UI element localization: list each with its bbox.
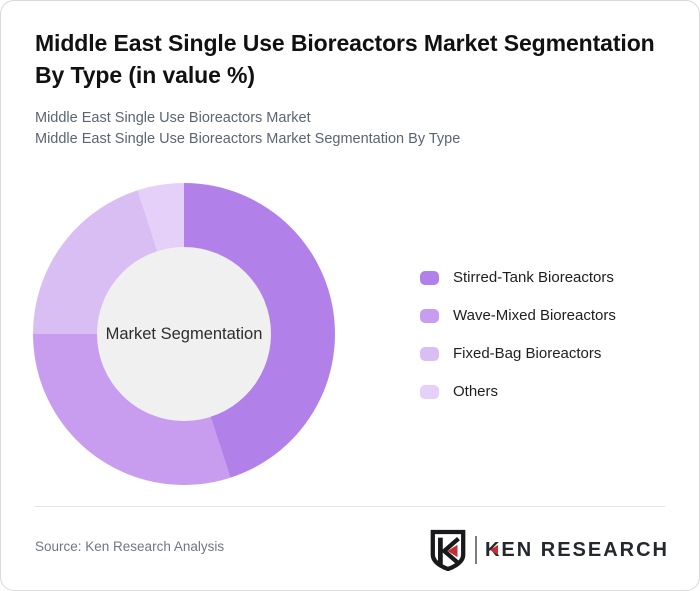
footer-divider bbox=[35, 506, 665, 507]
legend-swatch bbox=[420, 308, 439, 323]
legend-swatch bbox=[420, 270, 439, 285]
subtitle-line-1: Middle East Single Use Bioreactors Marke… bbox=[35, 110, 311, 127]
source-text: Source: Ken Research Analysis bbox=[35, 539, 225, 554]
legend-label: Wave-Mixed Bioreactors bbox=[453, 307, 616, 324]
legend-item: Wave-Mixed Bioreactors bbox=[420, 306, 616, 325]
donut-center-label: Market Segmentation bbox=[105, 324, 263, 343]
legend-item: Fixed-Bag Bioreactors bbox=[420, 344, 616, 363]
logo-separator bbox=[474, 536, 477, 564]
subtitle-block: Middle East Single Use Bioreactors Marke… bbox=[35, 108, 665, 150]
logo-wordmark: KEN RESEARCH bbox=[484, 538, 669, 561]
logo-wordmark-wrap: KEN RESEARCH bbox=[485, 539, 669, 562]
header: Middle East Single Use Bioreactors Marke… bbox=[1, 1, 699, 151]
k-red-triangle-icon bbox=[489, 545, 498, 555]
ken-research-shield-icon bbox=[430, 529, 466, 571]
subtitle-line-2: Middle East Single Use Bioreactors Marke… bbox=[35, 131, 461, 148]
ken-research-logo: KEN RESEARCH bbox=[429, 529, 669, 571]
legend-swatch bbox=[420, 384, 439, 399]
donut-chart: Market Segmentation bbox=[33, 183, 335, 485]
legend-label: Stirred-Tank Bioreactors bbox=[453, 269, 614, 286]
legend-label: Fixed-Bag Bioreactors bbox=[453, 345, 602, 362]
page-title: Middle East Single Use Bioreactors Marke… bbox=[35, 30, 655, 88]
legend: Stirred-Tank Bioreactors Wave-Mixed Biore… bbox=[420, 268, 616, 420]
legend-item: Stirred-Tank Bioreactors bbox=[420, 268, 616, 287]
legend-swatch bbox=[420, 346, 439, 361]
donut-hole: Market Segmentation bbox=[97, 247, 271, 421]
legend-item: Others bbox=[420, 382, 616, 401]
legend-label: Others bbox=[453, 383, 499, 400]
